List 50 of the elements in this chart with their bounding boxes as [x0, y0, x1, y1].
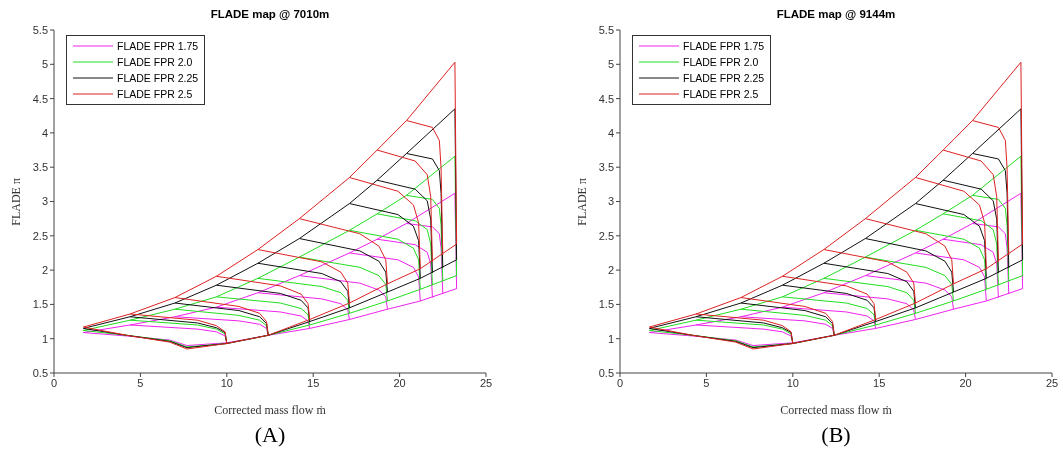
- y-tick-label: 2.5: [598, 229, 614, 242]
- y-tick-label: 4.5: [598, 92, 614, 105]
- y-tick-label: 0.5: [32, 366, 48, 379]
- y-tick-label: 1: [41, 332, 48, 345]
- y-tick-label: 5.5: [32, 23, 48, 36]
- x-tick-label: 15: [873, 376, 886, 389]
- x-tick-label: 0: [50, 376, 58, 389]
- legend-label: FLADE FPR 1.75: [683, 40, 765, 52]
- legend-label: FLADE FPR 2.25: [683, 72, 765, 84]
- y-tick-label: 2.5: [32, 229, 48, 242]
- y-tick-label: 4.5: [32, 92, 48, 105]
- y-tick-label: 4: [41, 126, 48, 139]
- y-axis-title: FLADE π: [574, 177, 589, 226]
- x-tick-label: 20: [959, 376, 972, 389]
- x-axis-title: Corrected mass flow ṁ: [214, 403, 327, 417]
- x-tick-label: 5: [703, 376, 710, 389]
- legend-label: FLADE FPR 2.25: [117, 72, 199, 84]
- legend-label: FLADE FPR 2.0: [683, 56, 759, 68]
- x-tick-label: 20: [393, 376, 406, 389]
- y-tick-label: 5: [41, 58, 48, 71]
- x-axis-title: Corrected mass flow ṁ: [780, 403, 893, 417]
- y-tick-label: 1.5: [32, 298, 48, 311]
- y-tick-label: 5.5: [598, 23, 614, 36]
- y-tick-label: 0.5: [598, 366, 614, 379]
- y-tick-label: 5: [607, 58, 614, 71]
- y-tick-label: 2: [607, 264, 614, 277]
- y-tick-label: 1: [607, 332, 614, 345]
- y-tick-label: 4: [607, 126, 614, 139]
- x-tick-label: 10: [786, 376, 799, 389]
- legend-label: FLADE FPR 2.5: [683, 88, 759, 100]
- text: (A): [254, 422, 286, 447]
- x-tick-label: 25: [479, 376, 493, 389]
- x-tick-label: 5: [137, 376, 144, 389]
- y-tick-label: 3.5: [32, 161, 48, 174]
- x-tick-label: 10: [220, 376, 233, 389]
- chart-title: FLADE map @ 9144m: [776, 8, 896, 20]
- legend-label: FLADE FPR 1.75: [117, 40, 199, 52]
- y-tick-label: 1.5: [598, 298, 614, 311]
- legend-label: FLADE FPR 2.5: [117, 88, 193, 100]
- y-tick-label: 3: [607, 195, 614, 208]
- x-tick-label: 15: [307, 376, 320, 389]
- y-tick-label: 2: [41, 264, 48, 277]
- text: (B): [821, 422, 851, 447]
- x-tick-label: 25: [1045, 376, 1059, 389]
- y-axis-title: FLADE π: [8, 177, 23, 226]
- y-tick-label: 3.5: [598, 161, 614, 174]
- chart-title: FLADE map @ 7010m: [210, 8, 330, 20]
- x-tick-label: 0: [616, 376, 624, 389]
- legend-label: FLADE FPR 2.0: [117, 56, 193, 68]
- y-tick-label: 3: [41, 195, 48, 208]
